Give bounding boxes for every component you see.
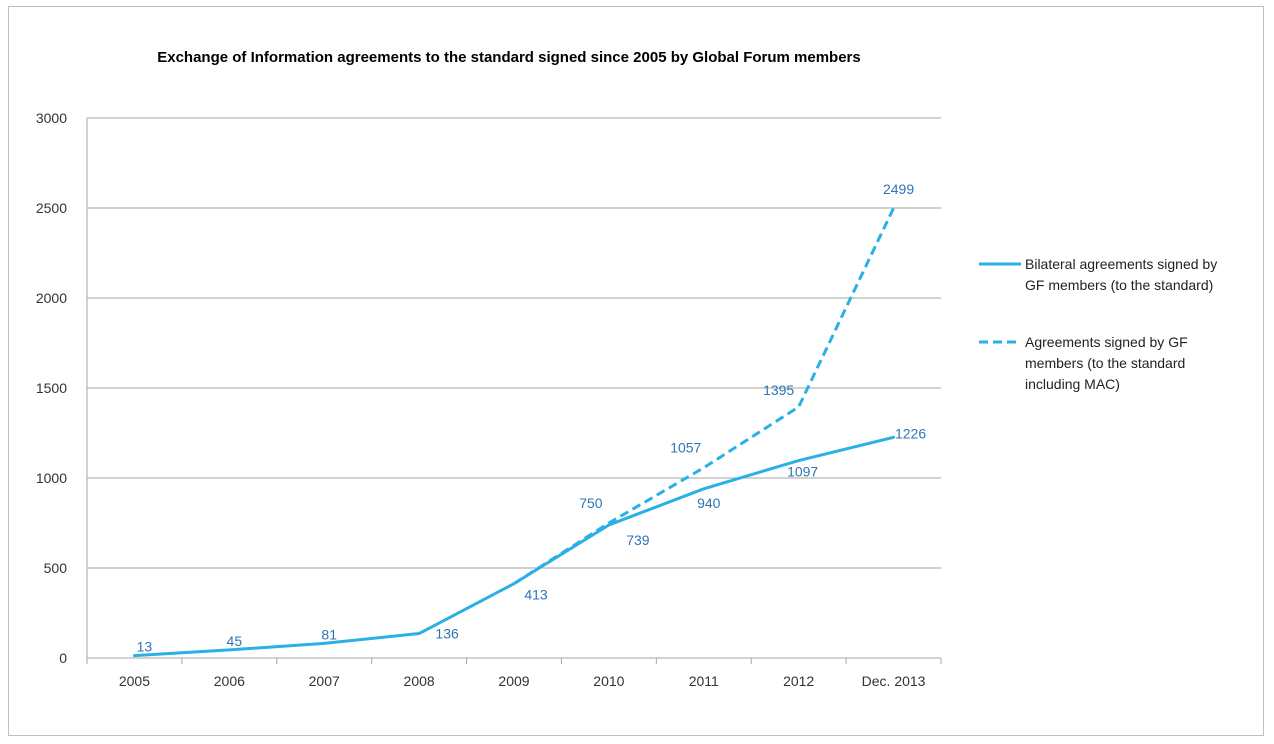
y-tick-label: 3000 (36, 110, 67, 126)
y-tick-label: 1500 (36, 380, 67, 396)
legend-label-including-mac: Agreements signed by GF (1025, 334, 1188, 350)
data-label-bilateral: 940 (697, 495, 721, 511)
legend-label-including-mac: including MAC) (1025, 376, 1120, 392)
legend-label-bilateral: Bilateral agreements signed by (1025, 256, 1217, 272)
data-labels: 13 45 81 136 413 739 940 1097 1226 750 1057 1395 249… (137, 181, 927, 654)
y-tick-label: 0 (59, 650, 67, 666)
x-tick-label: 2005 (119, 673, 150, 689)
series-lines (132, 207, 896, 658)
data-label-bilateral: 1097 (787, 464, 818, 480)
chart-svg: 0 500 1000 1500 2000 2500 3000 2005 2006 2007 2008… (36, 110, 1217, 689)
x-tick-label: Dec. 2013 (862, 673, 926, 689)
x-tick-label: 2008 (404, 673, 435, 689)
series-line-bilateral (132, 435, 896, 658)
data-label-including-mac: 1057 (670, 440, 701, 456)
data-label-bilateral: 1226 (895, 425, 926, 441)
y-tick-label: 2000 (36, 290, 67, 306)
legend: Bilateral agreements signed by GF members… (979, 256, 1217, 392)
data-label-including-mac: 1395 (763, 382, 794, 398)
x-tick-label: 2006 (214, 673, 245, 689)
chart-frame: Exchange of Information agreements to th… (8, 6, 1264, 736)
data-label-including-mac: 750 (579, 495, 603, 511)
axes: 0 500 1000 1500 2000 2500 3000 2005 2006 2007 2008… (36, 110, 942, 689)
chart-title: Exchange of Information agreements to th… (157, 49, 861, 66)
data-label-bilateral: 81 (321, 626, 337, 642)
data-label-bilateral: 13 (137, 639, 153, 655)
data-label-bilateral: 45 (227, 633, 243, 649)
y-tick-label: 2500 (36, 200, 67, 216)
x-tick-label: 2010 (593, 673, 624, 689)
data-label-including-mac: 2499 (883, 181, 914, 197)
x-tick-label: 2009 (498, 673, 529, 689)
grid-lines (87, 117, 941, 569)
legend-label-bilateral: GF members (to the standard) (1025, 277, 1213, 293)
series-line-including-mac (513, 207, 895, 585)
data-label-bilateral: 413 (524, 587, 548, 603)
x-tick-label: 2011 (689, 673, 719, 689)
data-label-bilateral: 739 (626, 532, 650, 548)
legend-label-including-mac: members (to the standard (1025, 355, 1185, 371)
x-tick-label: 2007 (309, 673, 340, 689)
x-tick-label: 2012 (783, 673, 814, 689)
data-label-bilateral: 136 (435, 626, 459, 642)
y-tick-label: 1000 (36, 470, 67, 486)
y-tick-label: 500 (44, 560, 68, 576)
